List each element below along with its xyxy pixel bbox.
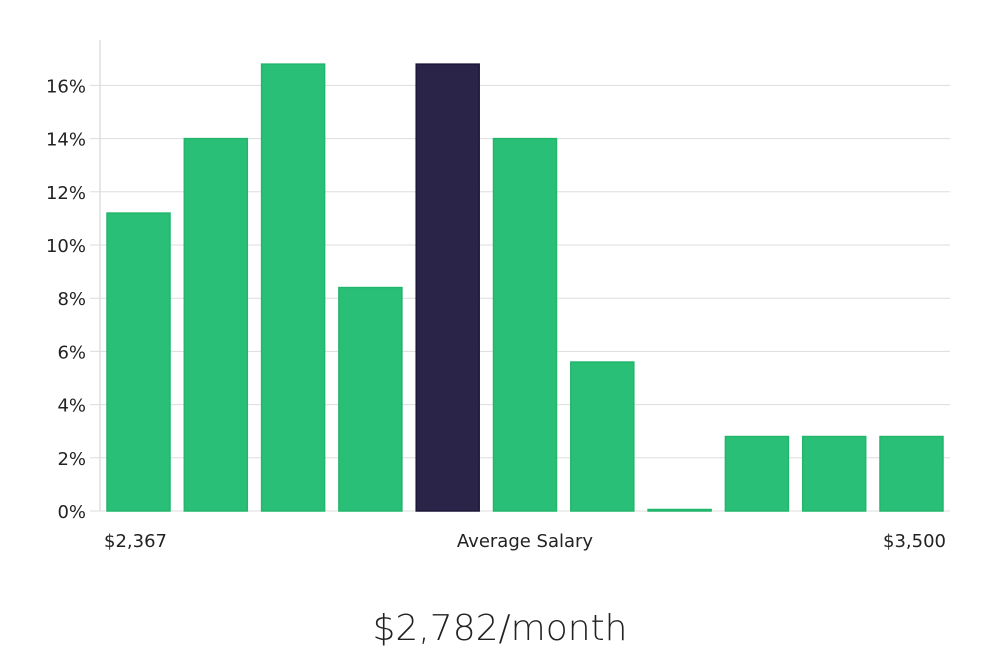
bar	[183, 137, 249, 512]
y-tick-label: 6%	[57, 342, 86, 363]
bar	[647, 508, 712, 512]
y-tick-label: 10%	[46, 236, 86, 257]
y-tick-label: 2%	[57, 449, 86, 470]
x-max-label: $3,500	[883, 531, 946, 552]
y-tick-label: 4%	[57, 396, 86, 417]
chart-title: $2,782/month	[372, 608, 628, 649]
bar	[879, 435, 944, 512]
bar	[492, 137, 558, 512]
y-tick-label: 12%	[46, 183, 86, 204]
bar-highlighted	[415, 63, 480, 512]
x-min-label: $2,367	[104, 531, 167, 552]
y-tick-label: 8%	[57, 289, 86, 310]
bar	[260, 63, 326, 512]
bar	[724, 435, 790, 512]
bar	[801, 435, 867, 512]
bar	[338, 286, 403, 512]
y-tick-label: 0%	[57, 502, 86, 523]
bar	[106, 212, 171, 512]
y-tick-label: 16%	[46, 76, 86, 97]
x-axis-label: Average Salary	[457, 531, 594, 552]
salary-histogram: 0% 2% 4% 6% 8% 10% 12% 14% 16% $2,367 Average Sa…	[46, 40, 950, 552]
y-tick-label: 14%	[46, 130, 86, 151]
bar	[570, 361, 635, 512]
